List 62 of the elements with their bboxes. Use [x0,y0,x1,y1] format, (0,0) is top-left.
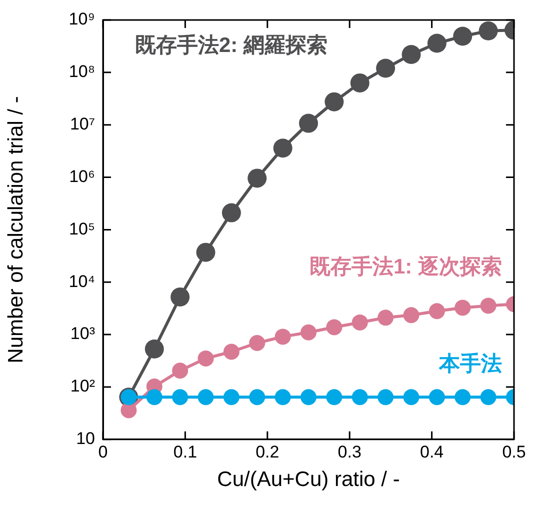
point [402,44,421,64]
y-tick-label: 10⁴ [68,272,95,291]
point [196,242,216,262]
x-tick-label: 0.4 [420,442,444,462]
x-axis-title: Cu/(Au+Cu) ratio / - [217,468,400,492]
y-tick-label: 10 [76,429,95,448]
point [274,328,291,345]
point [274,389,291,406]
point [428,389,445,406]
point [172,389,188,406]
point [300,324,316,340]
point [403,389,420,406]
point [198,350,214,366]
point [144,340,164,359]
point [172,362,188,379]
point [198,389,214,406]
point [300,389,316,406]
y-tick-label: 10³ [70,324,96,344]
point [454,300,471,316]
series-label: 本手法 [438,352,502,376]
point [480,389,496,406]
point [427,34,446,53]
point [299,114,318,133]
point [326,389,342,406]
y-tick-label: 10⁷ [70,114,95,134]
y-tick-label: 10² [70,376,96,396]
series-label: 既存手法1: 逐次探索 [309,255,502,278]
point [146,389,162,406]
y-axis-title: Number of calculation trial / - [4,96,28,364]
y-tick-label: 10⁶ [69,166,95,186]
point [249,335,266,351]
x-tick-label: 0.3 [338,442,362,462]
point [324,92,344,112]
series-label: 既存手法2: 網羅探索 [135,34,328,57]
point [428,303,445,320]
point [376,58,396,78]
point [454,389,471,406]
point [120,402,137,418]
y-tick-label: 10⁵ [69,219,95,238]
point [478,21,498,40]
point [223,389,240,406]
point [223,344,240,360]
point [222,203,241,222]
point [378,389,394,406]
x-tick-label: 0 [98,442,108,462]
point [378,310,394,326]
point [453,26,472,46]
point [480,298,496,314]
x-tick-label: 0.1 [173,442,198,462]
y-tick-label: 10⁸ [68,62,95,82]
point [326,319,342,336]
point [350,73,370,92]
point [170,288,190,307]
point [273,138,292,158]
x-tick-label: 0.5 [502,442,526,462]
point [403,307,420,324]
point [352,314,368,330]
point [248,168,267,188]
y-tick-label: 10⁹ [68,10,95,29]
point [352,389,368,406]
x-tick-label: 0.2 [256,442,280,462]
point [249,389,266,406]
